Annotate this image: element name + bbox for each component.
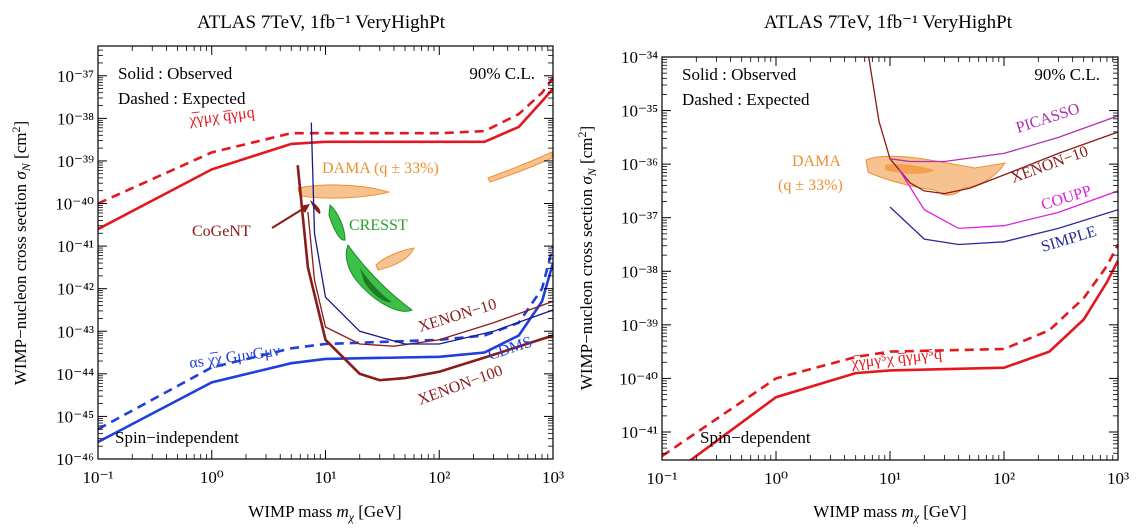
left-legend-observed: Solid : Observed [118, 64, 233, 83]
left-cogent-region [310, 200, 321, 214]
left-chart-title: ATLAS 7TeV, 1fb⁻¹ VeryHighPt [197, 12, 446, 33]
series-line-1-3 [889, 115, 1118, 163]
right-series-group [662, 57, 1118, 460]
y-tick-label: 10⁻⁴³ [57, 322, 94, 341]
left-panel: ATLAS 7TeV, 1fb⁻¹ VeryHighPt 10⁻¹ 10⁰ 10¹ 1… [9, 12, 564, 524]
y-tick-label: 10⁻⁴⁰ [619, 369, 658, 388]
right-axes-group: 10⁻¹ 10⁰ 10¹ 10² 10³ 10⁻⁴¹ 10⁻⁴⁰ 10⁻³⁹ 10⁻³⁸ 10⁻³… [619, 48, 1129, 488]
left-cl-label: 90% C.L. [469, 64, 535, 83]
y-tick-label: 10⁻³⁷ [57, 67, 94, 86]
left-series-group [98, 77, 553, 444]
y-tick-label: 10⁻⁴⁵ [56, 407, 94, 426]
left-cresst-region-1 [328, 203, 346, 241]
series-line-0-6 [310, 122, 553, 345]
y-tick-label: 10⁻³⁴ [621, 48, 658, 67]
left-dama-region-large [297, 184, 390, 199]
right-xenon10-label: XENON−10 [1009, 143, 1091, 187]
left-cogent-label: CoGeNT [192, 223, 251, 240]
left-cogent-arrow [271, 206, 307, 229]
x-tick-label: 10² [428, 468, 450, 487]
right-simple-label: SIMPLE [1039, 223, 1098, 256]
left-xenon10-label: XENON−10 [416, 296, 498, 336]
y-tick-label: 10⁻³⁹ [621, 316, 658, 335]
y-tick-label: 10⁻⁴² [57, 280, 94, 299]
right-panel: ATLAS 7TeV, 1fb⁻¹ VeryHighPt 10⁻¹ 10⁰ 10¹ 1… [575, 12, 1129, 524]
x-tick-label: 10⁻¹ [646, 469, 677, 488]
right-region-label: Spin−dependent [700, 428, 811, 447]
right-picasso-label: PICASSO [1014, 100, 1082, 137]
series-line-0-2 [98, 262, 553, 444]
y-tick-label: 10⁻⁴⁶ [56, 450, 94, 469]
x-tick-label: 10⁻¹ [82, 468, 113, 487]
right-y-axis-label: WIMP−nucleon cross section σN [cm2] [575, 126, 599, 390]
y-tick-label: 10⁻³⁵ [621, 102, 658, 121]
right-legend-observed: Solid : Observed [682, 65, 797, 84]
left-xenon100-label: XENON−100 [416, 362, 505, 408]
y-tick-label: 10⁻⁴¹ [621, 423, 658, 442]
x-tick-label: 10¹ [879, 469, 901, 488]
x-tick-label: 10⁰ [200, 468, 224, 487]
left-cresst-region-2-core [360, 268, 392, 303]
left-dama-region-right [487, 151, 553, 183]
x-tick-label: 10² [993, 469, 1015, 488]
y-tick-label: 10⁻⁴⁰ [55, 195, 94, 214]
x-tick-label: 10³ [1107, 469, 1129, 488]
series-line-0-0 [98, 87, 553, 231]
left-cdms-label: CDMS [486, 334, 534, 364]
left-axes-group: 10⁻¹ 10⁰ 10¹ 10² 10³ 10⁻⁴⁶ 10⁻⁴⁵ 10⁻⁴⁴ 10⁻⁴³ 10⁻⁴… [55, 45, 564, 487]
series-line-1-2 [868, 57, 1118, 195]
right-x-axis-label: WIMP mass mχ [GeV] [813, 502, 966, 524]
series-line-1-0 [688, 260, 1118, 460]
y-tick-label: 10⁻³⁶ [621, 155, 658, 174]
right-dama-core [885, 163, 935, 174]
y-tick-label: 10⁻⁴¹ [57, 237, 94, 256]
y-tick-label: 10⁻³⁹ [57, 152, 94, 171]
left-cresst-label: CRESST [349, 217, 408, 234]
y-tick-label: 10⁻³⁷ [621, 209, 658, 228]
x-tick-label: 10⁰ [764, 469, 788, 488]
left-gluon-operator-label: αs χ̅χ GμνGμν [188, 342, 281, 372]
y-tick-label: 10⁻³⁸ [621, 262, 658, 281]
left-legend-expected: Dashed : Expected [118, 89, 246, 108]
left-region-label: Spin−independent [115, 428, 239, 447]
series-line-0-1 [98, 77, 553, 205]
x-tick-label: 10¹ [314, 468, 336, 487]
series-line-1-4 [898, 169, 1118, 230]
x-tick-label: 10³ [542, 468, 564, 487]
left-dama-region-small [375, 247, 415, 271]
right-chart-title: ATLAS 7TeV, 1fb⁻¹ VeryHighPt [764, 12, 1013, 33]
series-line-0-3 [98, 245, 553, 431]
series-line-1-5 [889, 206, 1118, 246]
right-dama-label-2: (q ± 33%) [778, 177, 843, 194]
left-y-axis-label: WIMP−nucleon cross section σN [cm2] [9, 121, 33, 385]
right-cl-label: 90% C.L. [1034, 65, 1100, 84]
left-dama-label: DAMA (q ± 33%) [322, 160, 439, 177]
y-tick-label: 10⁻³⁸ [57, 109, 94, 128]
series-line-0-5 [307, 211, 553, 347]
right-dama-label: DAMA [792, 153, 841, 170]
series-line-0-4 [296, 165, 553, 382]
right-axial-operator-label: χ̅γμγ⁵χ q̅γμγ⁵q [850, 346, 943, 373]
y-tick-label: 10⁻⁴⁴ [56, 365, 94, 384]
series-line-1-1 [662, 243, 1118, 458]
right-legend-expected: Dashed : Expected [682, 90, 810, 109]
left-x-axis-label: WIMP mass mχ [GeV] [248, 502, 401, 524]
